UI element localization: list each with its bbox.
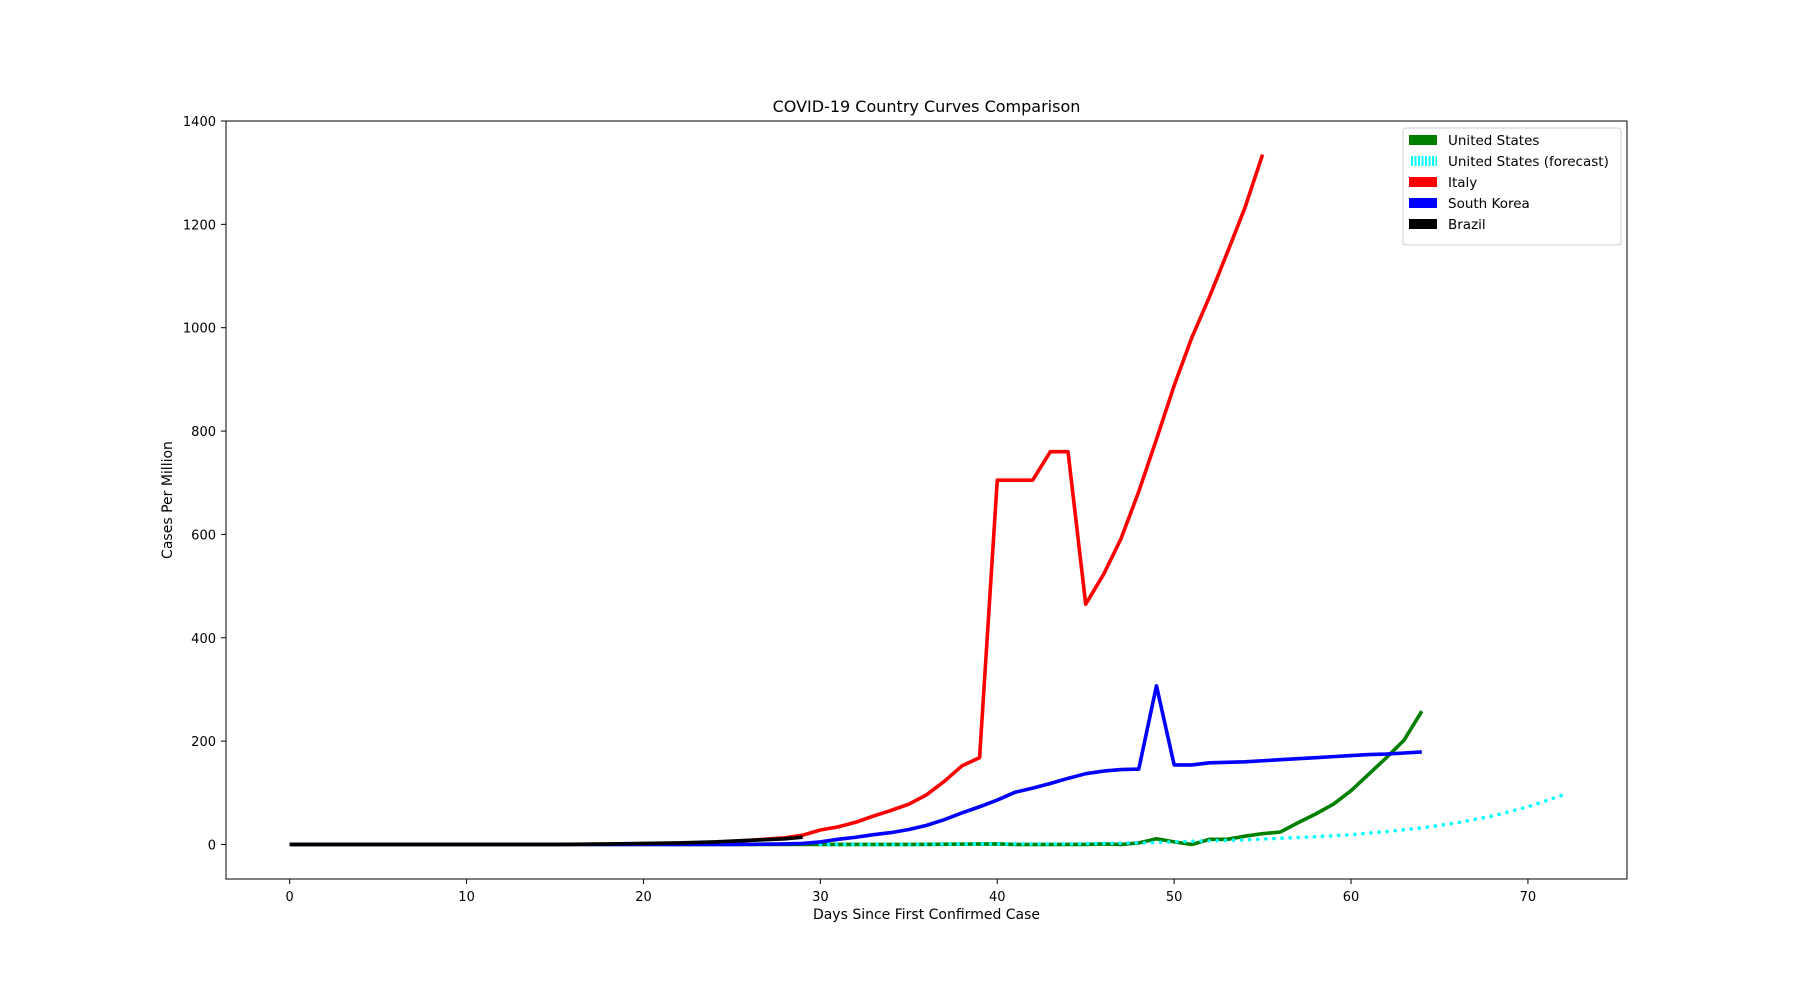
y-tick-label: 800 bbox=[191, 425, 216, 440]
x-tick-label: 0 bbox=[286, 890, 294, 905]
legend-swatch-2 bbox=[1409, 177, 1437, 187]
plot-frame bbox=[225, 120, 1628, 880]
series-line-4 bbox=[289, 835, 803, 847]
legend-label-0: United States bbox=[1448, 133, 1539, 149]
x-tick-label: 20 bbox=[635, 890, 652, 905]
y-tick-label: 400 bbox=[191, 632, 216, 647]
y-tick-label: 1400 bbox=[183, 115, 216, 130]
legend-frame bbox=[1402, 127, 1622, 246]
x-tick-label: 40 bbox=[989, 890, 1006, 905]
legend: United States United States (forecast) Ita… bbox=[1402, 127, 1622, 246]
y-tick-label: 600 bbox=[191, 528, 216, 543]
y-axis-ticks: 0 200 400 600 800 1000 1200 1400 bbox=[183, 115, 226, 853]
y-tick-label: 1200 bbox=[183, 218, 216, 233]
x-tick-label: 60 bbox=[1343, 890, 1360, 905]
legend-label-1: United States (forecast) bbox=[1448, 154, 1609, 170]
x-tick-label: 30 bbox=[812, 890, 829, 905]
series-line-1 bbox=[818, 793, 1566, 847]
x-tick-label: 50 bbox=[1166, 890, 1183, 905]
y-tick-label: 1000 bbox=[183, 322, 216, 337]
legend-swatch-4 bbox=[1409, 219, 1437, 229]
x-tick-label: 10 bbox=[458, 890, 475, 905]
y-tick-label: 0 bbox=[208, 838, 216, 853]
chart-title: COVID-19 Country Curves Comparison bbox=[773, 97, 1081, 116]
legend-label-3: South Korea bbox=[1448, 196, 1530, 212]
y-tick-label: 200 bbox=[191, 735, 216, 750]
x-tick-label: 70 bbox=[1520, 890, 1537, 905]
series-line-0 bbox=[289, 710, 1424, 847]
series-line-3 bbox=[289, 684, 1422, 847]
legend-swatch-3 bbox=[1409, 198, 1437, 208]
series-lines bbox=[289, 154, 1566, 847]
legend-swatch-0 bbox=[1409, 135, 1437, 145]
series-line-2 bbox=[289, 154, 1265, 847]
x-axis-title: Days Since First Confirmed Case bbox=[813, 907, 1040, 923]
legend-label-2: Italy bbox=[1448, 175, 1477, 191]
y-axis-title: Cases Per Million bbox=[160, 441, 176, 559]
x-axis-ticks: 0 10 20 30 40 50 60 70 bbox=[286, 879, 1537, 905]
legend-label-4: Brazil bbox=[1448, 217, 1486, 233]
